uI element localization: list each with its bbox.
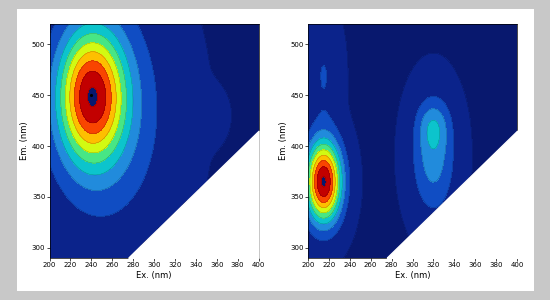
Y-axis label: Em. (nm): Em. (nm) — [278, 122, 288, 160]
Y-axis label: Em. (nm): Em. (nm) — [20, 122, 29, 160]
X-axis label: Ex. (nm): Ex. (nm) — [395, 271, 430, 280]
X-axis label: Ex. (nm): Ex. (nm) — [136, 271, 172, 280]
